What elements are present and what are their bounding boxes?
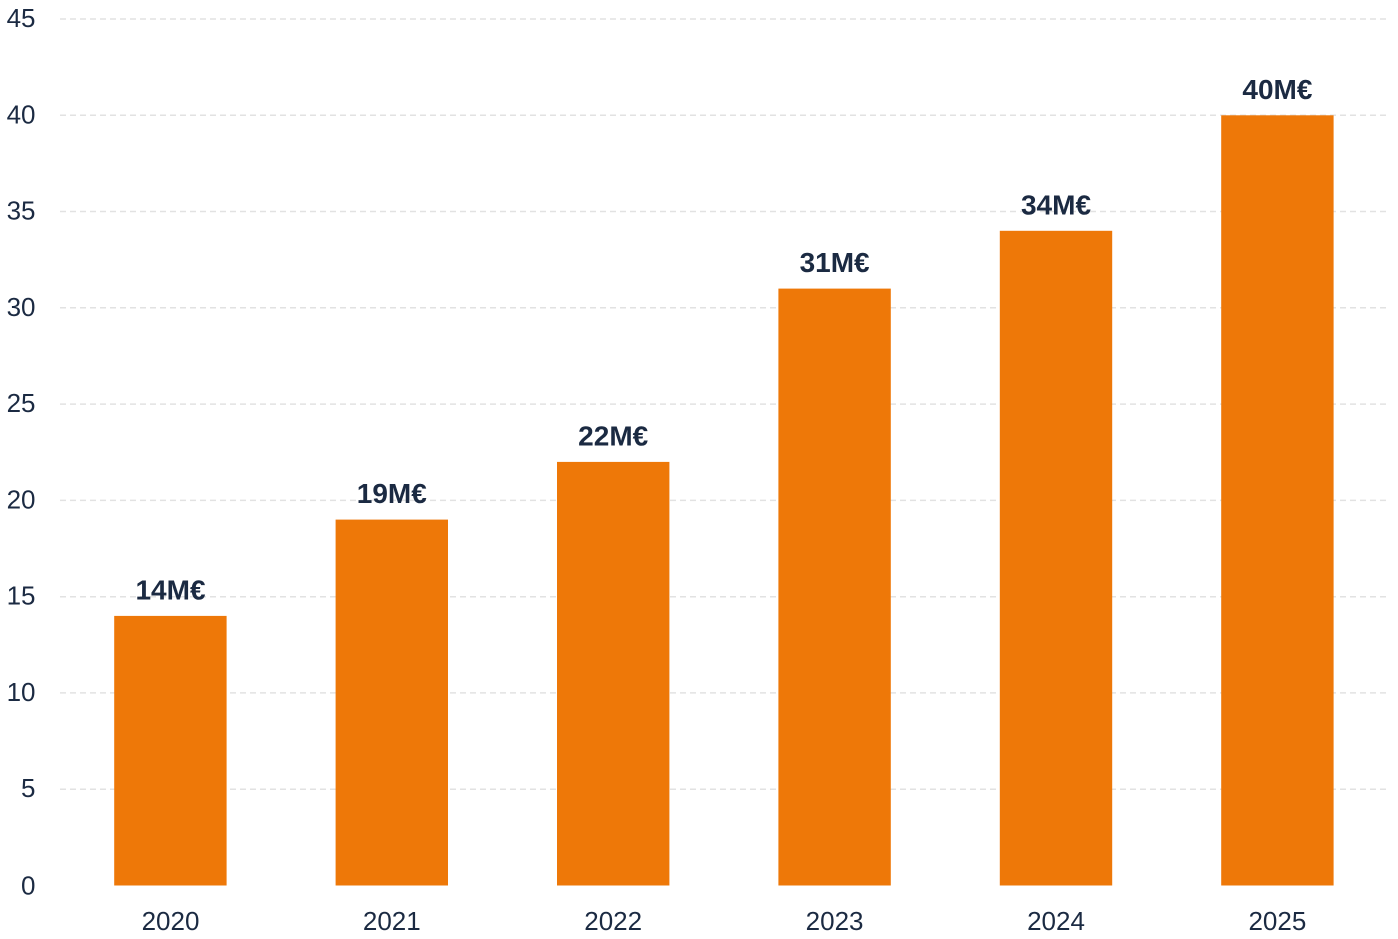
svg-text:25: 25 [7, 388, 36, 418]
svg-text:45: 45 [7, 3, 36, 33]
svg-text:40: 40 [7, 99, 36, 129]
svg-text:2022: 2022 [584, 906, 642, 936]
svg-text:40M€: 40M€ [1242, 74, 1312, 105]
svg-text:31M€: 31M€ [800, 247, 870, 278]
svg-text:0: 0 [21, 870, 35, 900]
svg-text:34M€: 34M€ [1021, 189, 1091, 220]
svg-text:22M€: 22M€ [578, 420, 648, 451]
svg-text:2025: 2025 [1248, 906, 1306, 936]
svg-text:2020: 2020 [142, 906, 200, 936]
svg-text:35: 35 [7, 196, 36, 226]
svg-text:30: 30 [7, 292, 36, 322]
svg-text:2023: 2023 [806, 906, 864, 936]
svg-text:5: 5 [21, 773, 35, 803]
svg-text:20: 20 [7, 484, 36, 514]
svg-text:2024: 2024 [1027, 906, 1085, 936]
svg-text:15: 15 [7, 581, 36, 611]
svg-text:10: 10 [7, 677, 36, 707]
svg-text:2021: 2021 [363, 906, 421, 936]
svg-text:19M€: 19M€ [357, 478, 427, 509]
svg-text:14M€: 14M€ [135, 574, 205, 605]
